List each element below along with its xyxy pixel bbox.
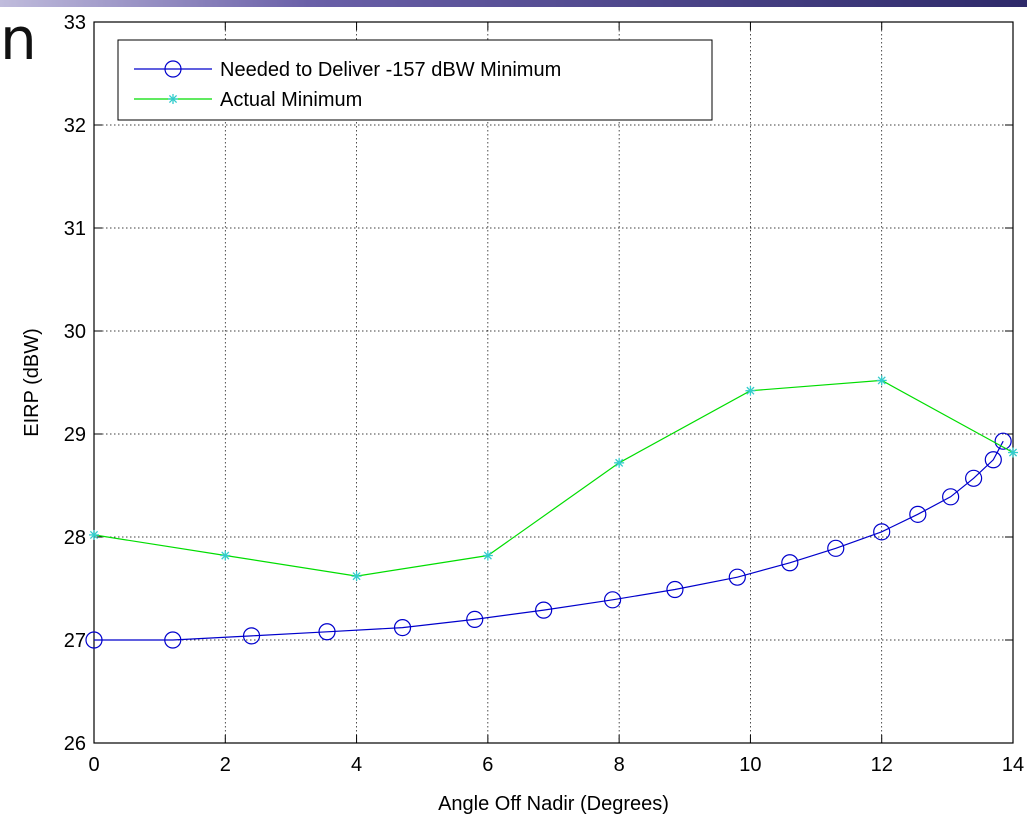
data-point <box>351 571 362 582</box>
legend-swatch-marker <box>168 94 178 104</box>
star-stroke <box>877 376 886 385</box>
y-tick-label: 27 <box>64 630 86 652</box>
data-point <box>535 601 553 619</box>
data-point <box>745 385 756 396</box>
data-point <box>85 631 103 649</box>
x-tick-label: 12 <box>871 754 893 776</box>
star-stroke <box>1008 448 1018 457</box>
data-point <box>965 469 983 487</box>
data-point <box>873 523 891 541</box>
star-stroke <box>352 572 361 581</box>
legend-box <box>117 39 713 121</box>
y-tick-label: 26 <box>64 733 86 755</box>
y-tick-label: 28 <box>64 527 86 549</box>
data-point <box>942 488 960 506</box>
legend-entry: Actual Minimum <box>220 89 362 111</box>
series-actual <box>89 375 1018 582</box>
data-point <box>1008 447 1018 458</box>
data-point <box>876 375 887 386</box>
series-layer <box>85 375 1018 649</box>
y-tick-label: 32 <box>64 115 86 137</box>
data-point <box>666 580 684 599</box>
x-axis-title: Angle Off Nadir (Degrees) <box>438 793 669 815</box>
x-tick-label: 10 <box>739 754 761 776</box>
series-line <box>94 440 1004 641</box>
star-stroke <box>615 458 624 467</box>
x-tick-label: 0 <box>88 754 99 776</box>
data-point <box>909 505 927 523</box>
data-point <box>220 550 231 561</box>
star-stroke <box>168 94 178 104</box>
x-tick-label: 4 <box>351 754 362 776</box>
data-point <box>466 610 484 629</box>
data-point <box>994 432 1012 450</box>
data-point <box>603 591 622 609</box>
star-stroke <box>89 530 99 539</box>
axis-ticks: 0 2 4 6 8 10 12 14 26 27 28 29 30 31 32 33 <box>64 12 1024 776</box>
plot-frame <box>93 21 1014 744</box>
data-point <box>827 539 845 557</box>
star-stroke <box>483 551 492 560</box>
y-axis-title: EIRP (dBW) <box>21 328 43 437</box>
data-point <box>393 619 412 637</box>
x-tick-label: 2 <box>220 754 231 776</box>
grid <box>94 22 1013 743</box>
legend-entry: Needed to Deliver -157 dBW Minimum <box>220 59 561 81</box>
data-point <box>482 550 493 561</box>
x-tick-label: 14 <box>1002 754 1024 776</box>
y-tick-label: 30 <box>64 321 86 343</box>
series-needed <box>85 432 1012 649</box>
data-point <box>781 554 799 572</box>
x-tick-label: 6 <box>482 754 493 776</box>
series-line <box>93 379 1014 577</box>
data-point <box>614 457 625 468</box>
data-point <box>164 631 182 649</box>
y-tick-label: 33 <box>64 12 86 34</box>
y-tick-label: 31 <box>64 218 86 240</box>
data-point <box>728 568 746 586</box>
data-point <box>89 529 99 540</box>
legend-swatch-marker <box>164 60 182 78</box>
star-stroke <box>221 551 230 560</box>
data-point <box>242 627 261 645</box>
legend: Needed to Deliver -157 dBW Minimum Actual… <box>117 39 713 121</box>
slide-title-fragment: n <box>0 5 37 73</box>
slide-top-bar <box>0 0 1027 7</box>
data-point <box>318 623 336 641</box>
y-tick-label: 29 <box>64 424 86 446</box>
data-point <box>984 451 1002 469</box>
x-tick-label: 8 <box>614 754 625 776</box>
star-stroke <box>746 386 755 395</box>
